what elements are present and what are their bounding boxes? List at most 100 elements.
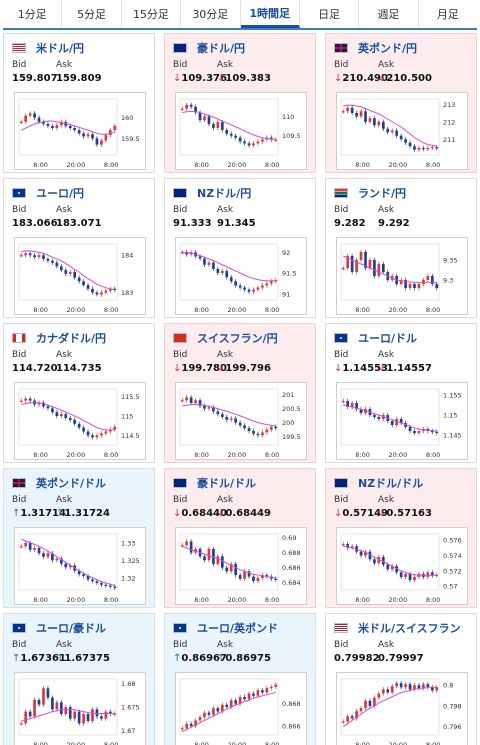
bid-number: 91.333 [173,218,212,229]
price-chart[interactable]: 115.5 115 114.5 8:00 20:00 8:00 [14,382,146,460]
candle-body [203,556,206,561]
candle-body [91,709,94,721]
price-chart[interactable]: 1.155 1.15 1.145 8:00 20:00 8:00 [336,382,468,460]
rate-card[interactable]: 豪ドル/ドル Bid ↓0.68440 Ask ↓0.68449 0.69 0.688 0.6… [164,468,316,608]
price-chart[interactable]: 201 200.5 200 199.5 8:00 20:00 8:00 [175,382,307,460]
candle-body [364,252,367,268]
pair-name[interactable]: 米ドル/円 [36,42,85,55]
candle-body [82,714,85,724]
y-tick-label: 1.155 [443,392,462,400]
candle-body [33,700,36,717]
rate-card[interactable]: 英ポンド/円 Bid ↓210.490 Ask ↓210.500 213 212 211 8:0… [325,33,477,173]
candle-body [261,432,264,436]
plot-frame [179,98,279,156]
x-tick-label: 8:00 [426,451,441,459]
price-chart[interactable]: 213 212 211 8:00 20:00 8:00 [336,92,468,170]
pair-name[interactable]: NZドル/円 [197,187,252,200]
rate-card[interactable]: NZドル/円 Bid 91.333 Ask 91.345 92 91.5 91 8:00 20:0… [164,178,316,318]
pair-name[interactable]: カナダドル/円 [36,332,107,345]
price-chart[interactable]: 160 159.5 8:00 20:00 8:00 [14,92,146,170]
x-tick-label: 8:00 [194,451,209,459]
price-chart[interactable]: 0.8 0.798 0.796 8:00 20:00 8:00 [336,672,468,745]
price-chart[interactable]: 9.35 9.3 8:00 20:00 8:00 [336,237,468,315]
candle-body [113,586,117,588]
rate-card[interactable]: ランド/円 Bid 9.282 Ask 9.292 9.35 9.3 8:00 20:00 8:0… [325,178,477,318]
tab-1[interactable]: 5分足 [62,0,122,28]
rate-card[interactable]: スイスフラン/円 Bid ↓199.780 Ask ↓199.796 201 200.5 20… [164,323,316,463]
x-tick-label: 8:00 [355,306,370,314]
price-chart[interactable]: 110 109.5 8:00 20:00 8:00 [175,92,307,170]
rate-card[interactable]: ユーロ/英ポンド Bid ↑0.86967 Ask ↑0.86975 0.868 0.866… [164,613,316,745]
pair-name[interactable]: NZドル/ドル [358,477,424,490]
candle-body [194,720,197,727]
rate-card[interactable]: 米ドル/スイスフラン Bid 0.79982 Ask 0.79997 0.8 0.798 0.… [325,613,477,745]
pair-name[interactable]: 米ドル/スイスフラン [358,622,461,635]
rate-card[interactable]: カナダドル/円 Bid 114.720 Ask 114.735 115.5 115 114.5… [3,323,155,463]
down-arrow-icon: ↓ [378,508,387,519]
pair-name[interactable]: ユーロ/ドル [358,332,418,345]
up-arrow-icon: ↑ [217,653,226,664]
y-tick-label: 0.574 [443,552,462,560]
price-chart[interactable]: 1.33 1.325 1.32 8:00 20:00 8:00 [14,527,146,605]
candle-body [243,696,246,700]
price-chart[interactable]: 0.69 0.688 0.686 0.684 8:00 20:00 8:00 [175,527,307,605]
bid-value: ↓0.68440 [173,508,227,519]
pair-name[interactable]: 英ポンド/ドル [36,477,107,490]
candle-body [82,427,85,432]
tab-0[interactable]: 1分足 [3,0,63,28]
rate-card[interactable]: 英ポンド/ドル Bid ↑1.31714 Ask ↑1.31724 1.33 1.325 1.… [3,468,155,608]
candle-body [430,572,434,576]
candle-body [408,284,412,288]
x-tick-label: 20:00 [227,161,246,169]
rate-card[interactable]: ユーロ/円 Bid 183.066 Ask 183.071 184 183 8:00 20:00… [3,178,155,318]
candle-body [220,704,224,712]
tab-7[interactable]: 月足 [418,0,477,28]
au-jp-flag-icon [173,43,187,53]
tab-2[interactable]: 15分足 [121,0,182,28]
bid-number: 0.57149 [342,508,388,519]
chart-svg: 201 200.5 200 199.5 8:00 20:00 8:00 [179,388,301,459]
pair-name[interactable]: ユーロ/豪ドル [36,622,107,635]
pair-name[interactable]: ランド/円 [358,187,407,200]
price-chart[interactable]: 0.868 0.866 8:00 20:00 8:00 [175,672,307,745]
pair-name[interactable]: ユーロ/円 [36,187,85,200]
rate-card[interactable]: 豪ドル/円 Bid ↓109.376 Ask ↓109.383 110 109.5 8:00 2… [164,33,316,173]
price-chart[interactable]: 92 91.5 91 8:00 20:00 8:00 [175,237,307,315]
price-chart[interactable]: 184 183 8:00 20:00 8:00 [14,237,146,315]
tab-6[interactable]: 週足 [359,0,419,28]
rate-card[interactable]: ユーロ/豪ドル Bid ↑1.67361 Ask ↑1.67375 1.68 1.675 1.… [3,613,155,745]
rate-card[interactable]: 米ドル/円 Bid 159.807 Ask 159.809 160 159.5 8:00 20:… [3,33,155,173]
candle-body [381,557,385,565]
rate-card[interactable]: NZドル/ドル Bid ↓0.57149 Ask ↓0.57163 0.576 0.574 0… [325,468,477,608]
candle-body [194,106,197,113]
pair-name[interactable]: スイスフラン/円 [197,332,278,345]
candle-body [82,281,85,286]
candle-body [185,104,189,109]
tab-3[interactable]: 30分足 [181,0,241,28]
price-chart[interactable]: 1.68 1.675 1.67 8:00 20:00 8:00 [14,672,146,745]
tab-4[interactable]: 1時間足 [240,0,300,28]
pair-name[interactable]: 豪ドル/ドル [197,477,257,490]
candle-body [42,402,45,407]
down-arrow-icon: ↓ [378,363,387,374]
pair-name[interactable]: 英ポンド/円 [358,42,418,55]
candle-body [435,147,439,149]
y-tick-label: 1.33 [121,539,135,547]
price-chart[interactable]: 0.576 0.574 0.572 0.57 8:00 20:00 8:00 [336,527,468,605]
candle-body [28,711,32,717]
ask-number: 159.809 [56,73,102,84]
chart-svg: 213 212 211 8:00 20:00 8:00 [340,98,455,169]
candle-body [216,556,220,564]
candle-body [364,700,367,709]
rate-card[interactable]: ユーロ/ドル Bid ↓1.14553 Ask ↓1.14557 1.155 1.15 1.1… [325,323,477,463]
pair-name[interactable]: 豪ドル/円 [197,42,246,55]
candle-body [64,563,68,568]
tab-5[interactable]: 日足 [299,0,360,28]
pair-name[interactable]: ユーロ/英ポンド [197,622,279,635]
candle-body [435,574,439,576]
candle-body [185,252,189,255]
candle-body [430,431,434,433]
candle-body [256,578,260,582]
candle-body [64,707,68,714]
bid-number: 114.720 [12,363,58,374]
